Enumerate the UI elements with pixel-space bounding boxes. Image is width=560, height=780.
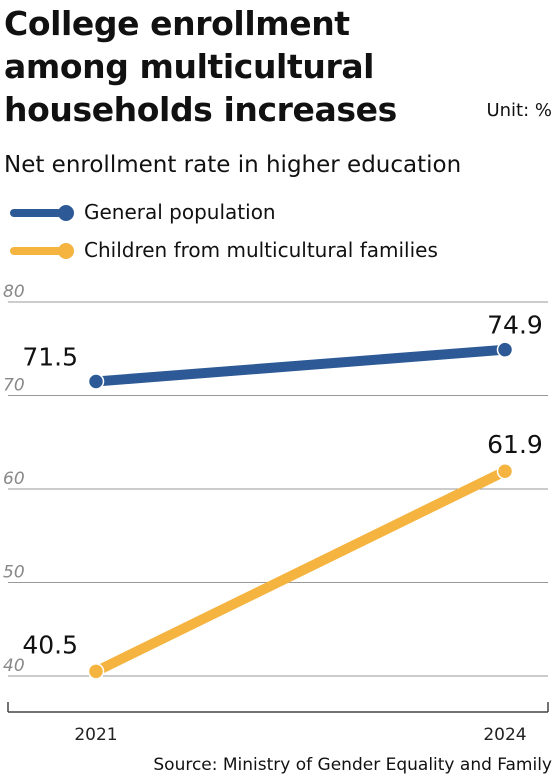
legend-dot-multicultural bbox=[58, 243, 74, 259]
data-label-general-2024: 74.9 bbox=[487, 311, 543, 340]
legend-label-general: General population bbox=[84, 200, 276, 224]
x-tick-label-2024: 2024 bbox=[483, 725, 526, 745]
unit-label: Unit: % bbox=[486, 100, 552, 121]
data-point-general-2024 bbox=[496, 341, 514, 358]
y-tick-label-70: 70 bbox=[3, 376, 25, 396]
series-line-general bbox=[91, 344, 510, 387]
data-point-multicultural-2024 bbox=[496, 462, 514, 480]
data-point-general-2021 bbox=[87, 373, 105, 390]
legend-line-multicultural bbox=[10, 247, 62, 255]
series-line-multicultural bbox=[91, 466, 510, 677]
legend-dot-general bbox=[58, 205, 74, 221]
y-tick-label-50: 50 bbox=[3, 563, 25, 583]
data-point-multicultural-2021 bbox=[87, 663, 105, 680]
y-tick-label-80: 80 bbox=[3, 282, 25, 302]
chart-subtitle: Net enrollment rate in higher education bbox=[4, 152, 462, 178]
chart-title: College enrollment among multicultural h… bbox=[4, 4, 397, 129]
data-label-multicultural-2021: 40.5 bbox=[22, 630, 78, 659]
source-note: Source: Ministry of Gender Equality and … bbox=[153, 755, 552, 775]
legend-label-multicultural: Children from multicultural families bbox=[84, 238, 438, 262]
data-label-multicultural-2024: 61.9 bbox=[487, 430, 543, 459]
legend-line-general bbox=[10, 209, 62, 217]
y-tick-label-40: 40 bbox=[3, 656, 25, 676]
x-tick-label-2021: 2021 bbox=[74, 725, 117, 745]
data-label-general-2021: 71.5 bbox=[22, 342, 78, 371]
y-tick-label-60: 60 bbox=[3, 469, 25, 489]
